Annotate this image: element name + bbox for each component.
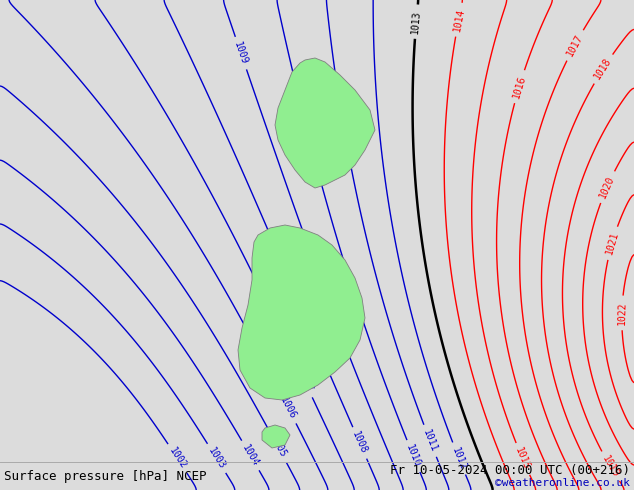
- Text: 1010: 1010: [404, 443, 422, 469]
- Text: 1020: 1020: [598, 174, 616, 200]
- Text: 1017: 1017: [565, 32, 585, 58]
- Text: 1006: 1006: [278, 395, 298, 421]
- Text: 1012: 1012: [450, 446, 468, 471]
- Text: 1014: 1014: [451, 7, 466, 32]
- Text: 1015: 1015: [514, 446, 532, 472]
- Text: 1005: 1005: [268, 435, 288, 460]
- Text: 1009: 1009: [233, 40, 249, 66]
- Polygon shape: [262, 425, 290, 448]
- Text: 1013: 1013: [410, 9, 422, 34]
- Text: 1022: 1022: [617, 301, 627, 325]
- Text: 1008: 1008: [351, 430, 369, 456]
- Text: 1002: 1002: [167, 446, 188, 471]
- Text: 1003: 1003: [206, 446, 227, 471]
- Text: 1016: 1016: [511, 74, 527, 99]
- Text: 1004: 1004: [240, 443, 261, 468]
- Polygon shape: [275, 58, 375, 188]
- Text: Surface pressure [hPa] NCEP: Surface pressure [hPa] NCEP: [4, 469, 207, 483]
- Text: 1019: 1019: [600, 454, 621, 479]
- Text: Fr 10-05-2024 00:00 UTC (00+216): Fr 10-05-2024 00:00 UTC (00+216): [390, 464, 630, 476]
- Text: 1007: 1007: [295, 369, 314, 394]
- Text: 1011: 1011: [421, 428, 439, 454]
- Text: 1021: 1021: [604, 230, 620, 256]
- Polygon shape: [238, 225, 365, 400]
- Text: 1018: 1018: [593, 56, 614, 81]
- Text: ©weatheronline.co.uk: ©weatheronline.co.uk: [495, 478, 630, 488]
